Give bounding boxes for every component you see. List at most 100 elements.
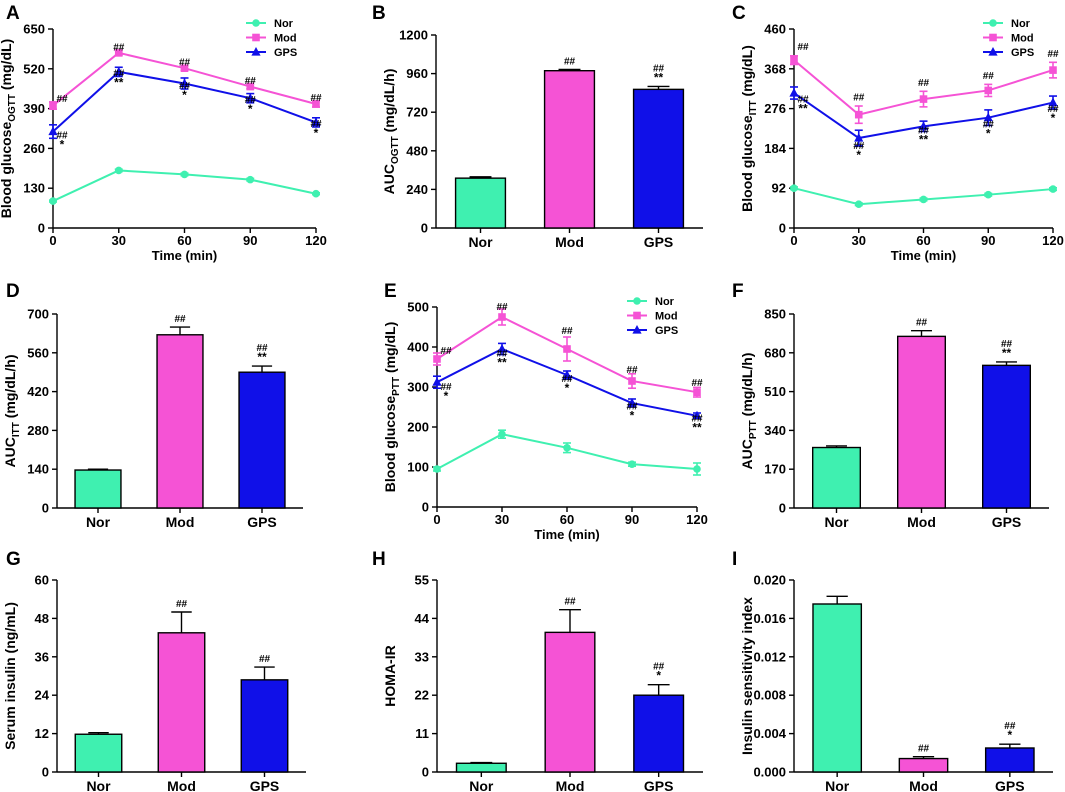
data-point [854,110,863,119]
y-axis-label: AUCPTT (mg/dL/h) [739,353,759,470]
y-axis-label-subscript: ITT [748,100,759,115]
data-point [498,430,506,439]
y-tick-label: 0.012 [753,649,786,664]
y-tick-label: 200 [407,420,429,435]
significance-mark: ## [797,95,809,106]
data-point [984,86,993,95]
x-tick-label: 0 [433,512,440,527]
data-point [563,345,571,353]
y-tick-label: 0.008 [753,688,786,703]
x-tick-label: 30 [852,233,866,248]
x-tick-label: 120 [305,233,327,248]
y-tick-label: 1200 [399,28,428,43]
bar-nor [74,733,123,773]
y-axis-label-subscript: PTT [748,420,759,439]
y-tick-label: 0 [421,221,428,236]
x-tick-label: GPS [992,514,1022,530]
data-point [919,195,928,204]
data-point [245,93,255,102]
series-mod [433,308,701,398]
data-point [180,170,189,179]
x-tick-label: 0 [790,233,797,248]
legend-label-gps: GPS [655,325,678,337]
x-tick-label: 90 [981,233,995,248]
data-point [179,78,190,88]
y-tick-label: 0.020 [753,573,786,588]
significance-mark: ** [114,75,124,89]
series-gps [48,66,321,140]
y-tick-label: 400 [407,340,429,355]
y-tick-label: 368 [764,61,786,76]
data-point [48,126,58,136]
significance-mark: ## [918,126,930,137]
significance-mark: ## [440,346,452,357]
significance-mark: * [656,669,661,683]
data-point [433,465,441,473]
data-point [627,398,637,407]
panel-label: I [732,549,737,570]
y-axis-label-main: Insulin sensitivity index [739,597,755,755]
series-mod [49,49,320,111]
x-tick-label: 30 [495,512,509,527]
significance-mark: * [248,102,253,116]
y-axis-label: Blood glucosePTT (mg/dL) [382,322,402,493]
data-point [984,190,993,199]
y-tick-label: 960 [406,66,428,81]
x-tick-label: Mod [166,514,195,530]
panel-label: F [732,281,744,302]
y-tick-label: 0.016 [753,611,786,626]
x-tick-label: Nor [824,514,849,530]
x-axis-label: Time (min) [891,248,957,263]
bar-nor [454,177,507,229]
x-tick-label: Nor [469,778,494,792]
significance-mark: ## [496,349,508,360]
significance-mark: * [182,88,187,102]
y-tick-label: 480 [406,143,428,158]
y-axis-label-unit: (mg/dL) [382,322,398,377]
y-tick-label: 140 [27,462,49,477]
panel-label: D [6,281,20,302]
significance-mark: * [314,126,319,140]
bar-nor [812,446,862,509]
panel-label: A [6,3,20,24]
y-axis-label: Serum insulin (ng/mL) [2,602,18,750]
significance-mark: ## [916,318,928,329]
y-axis-label-main: Serum insulin [2,657,18,750]
legend-label-mod: Mod [655,311,678,323]
data-point [854,200,863,209]
data-point [693,465,701,473]
y-tick-label: 260 [23,141,45,156]
significance-mark: ## [1004,721,1016,732]
x-tick-label: Mod [555,234,584,250]
significance-mark: ## [653,662,665,673]
bar-gps [633,694,685,773]
y-axis-label-unit: (mg/dL) [0,39,14,94]
x-tick-label: GPS [644,234,674,250]
legend-marker [252,19,260,27]
x-tick-label: Mod [907,514,936,530]
bar-nor [812,603,863,773]
x-axis-label: Time (min) [534,527,600,542]
panel-label: G [6,549,21,570]
data-point [312,100,320,108]
y-axis-label-subscript: ITT [11,422,22,437]
data-point [311,117,321,126]
significance-mark: ## [918,78,930,89]
significance-mark: ## [496,302,508,313]
significance-mark: ** [919,133,929,147]
panel-label: H [372,549,386,570]
data-point [246,82,255,91]
series-gps [789,86,1058,147]
data-point [919,95,928,103]
y-tick-label: 650 [23,22,45,37]
data-point [246,175,255,184]
legend-label-nor: Nor [655,296,675,308]
x-tick-label: 60 [560,512,574,527]
x-tick-label: GPS [644,778,674,792]
significance-mark: * [1051,111,1056,125]
y-axis-label-main: AUC [381,164,397,194]
series-nor [790,184,1057,209]
x-tick-label: Nor [86,514,111,530]
panel-i: I Insulin sensitivity index 0.000 0.004 0.00… [732,549,1053,792]
